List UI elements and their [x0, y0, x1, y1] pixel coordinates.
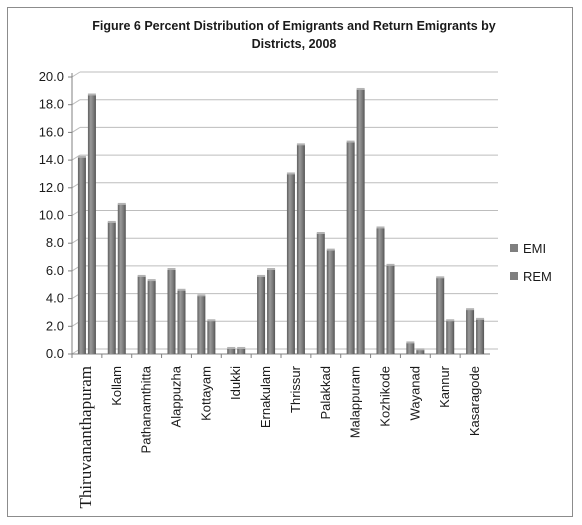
bar-cap — [147, 279, 156, 282]
bar-cap — [476, 317, 485, 320]
bar-rem — [326, 250, 335, 354]
bar-rem — [416, 349, 425, 354]
x-category-label: Malappuram — [348, 366, 363, 438]
bar-cap — [137, 274, 146, 277]
bar-emi — [107, 222, 116, 354]
x-category-label: Wayanad — [407, 366, 422, 420]
bar-emi — [197, 295, 206, 354]
x-category-label: Thrissur — [288, 365, 303, 413]
bar-rem — [177, 290, 186, 354]
bar-cap — [167, 268, 176, 271]
bar-cap — [207, 319, 216, 322]
x-category-label: Pathanamthitta — [139, 365, 154, 453]
gridline-depth — [71, 71, 81, 78]
y-tick-label: 10.0 — [39, 208, 64, 223]
bar-emi — [376, 227, 385, 354]
y-tick-label: 12.0 — [39, 180, 64, 195]
x-category-label: Thiruvananthapuram — [76, 366, 95, 509]
bar-cap — [117, 202, 126, 205]
legend-label-rem: REM — [523, 269, 552, 284]
legend-swatch-rem — [510, 272, 518, 280]
x-category-label: Kasaragode — [467, 366, 482, 436]
x-category-label: Palakkad — [318, 366, 333, 419]
bar-cap — [177, 288, 186, 291]
bar-cap — [316, 232, 325, 235]
bar-cap — [346, 140, 355, 143]
bar-cap — [466, 308, 475, 311]
legend-swatch-emi — [510, 244, 518, 252]
x-category-label: Idukki — [228, 366, 243, 400]
bar-emi — [406, 342, 415, 354]
gridline-depth — [71, 99, 81, 106]
bar-emi — [316, 233, 325, 354]
bar-cap — [257, 274, 266, 277]
bar-rem — [476, 319, 485, 354]
bar-cap — [107, 220, 116, 223]
chart-title-line: Districts, 2008 — [252, 37, 337, 51]
bar-rem — [147, 280, 156, 354]
bar-cap — [87, 93, 96, 96]
bar-rem — [117, 204, 126, 354]
y-tick-label: 2.0 — [46, 318, 64, 333]
x-category-label: Kozhikode — [378, 366, 393, 427]
bar-rem — [267, 269, 276, 354]
bar-cap — [197, 294, 206, 297]
x-category-label: Kollam — [109, 366, 124, 406]
bar-cap — [286, 172, 295, 175]
bar-cap — [77, 155, 86, 158]
bar-cap — [416, 348, 425, 351]
bar-emi — [436, 277, 445, 354]
bar-cap — [436, 276, 445, 279]
bar-cap — [446, 319, 455, 322]
y-tick-label: 4.0 — [46, 291, 64, 306]
bar-cap — [386, 263, 395, 266]
x-category-label: Kottayam — [198, 366, 213, 421]
bar-emi — [77, 157, 86, 354]
bar-rem — [296, 144, 305, 354]
bar-rem — [207, 320, 216, 354]
bar-emi — [257, 276, 266, 354]
y-tick-label: 6.0 — [46, 263, 64, 278]
bar-rem — [386, 265, 395, 354]
y-tick-label: 18.0 — [39, 97, 64, 112]
bar-cap — [267, 268, 276, 271]
bar-cap — [376, 226, 385, 229]
y-tick-label: 0.0 — [46, 346, 64, 361]
x-category-label: Ernakulam — [258, 366, 273, 428]
bar-rem — [237, 348, 246, 354]
bar-emi — [286, 173, 295, 354]
bar-cap — [326, 248, 335, 251]
bar-cap — [227, 346, 236, 349]
bar-emi — [167, 269, 176, 354]
x-category-label: Alappuzha — [169, 365, 184, 427]
bar-cap — [296, 143, 305, 146]
bar-cap — [237, 346, 246, 349]
bar-cap — [356, 87, 365, 90]
bar-emi — [227, 348, 236, 354]
bar-rem — [87, 95, 96, 354]
bar-emi — [466, 309, 475, 354]
bar-rem — [356, 89, 365, 354]
y-tick-label: 14.0 — [39, 152, 64, 167]
y-tick-label: 16.0 — [39, 124, 64, 139]
bar-cap — [406, 341, 415, 344]
bar-rem — [446, 320, 455, 354]
y-tick-label: 8.0 — [46, 235, 64, 250]
chart-title-line: Figure 6 Percent Distribution of Emigran… — [92, 19, 496, 33]
bar-emi — [137, 276, 146, 354]
legend-label-emi: EMI — [523, 241, 546, 256]
gridline-depth — [71, 126, 81, 133]
x-category-label: Kannur — [437, 365, 452, 408]
bar-emi — [346, 142, 355, 354]
y-tick-label: 20.0 — [39, 69, 64, 84]
